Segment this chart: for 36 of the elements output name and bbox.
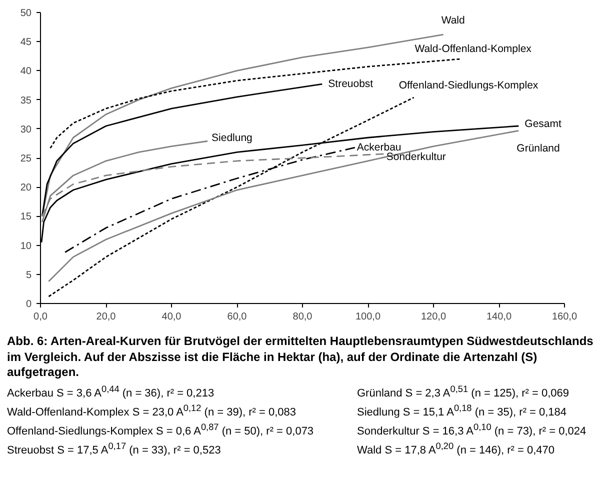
- x-tick-label: 60,0: [227, 312, 248, 322]
- x-tick-label: 140,0: [486, 312, 512, 322]
- text: Offenland-Siedlungs-Komplex S = 0,6 A$^{0,87}$ (n = 50), r² = 0,073: [7, 420, 315, 440]
- text: Abb. 6: Arten-Areal-Kurven für Brutvögel der ermittelten Hauptlebensraumtypen Südwestdeutschlands im Vergleich. Auf der Abszisse ist die Fläche in Hektar (ha), auf der Ordinate die Artenzahl (S) aufgetragen.: [7, 334, 594, 381]
- text: Wald-Offenland-Komplex S = 23,0 A$^{0,12}$ (n = 39), r² = 0,083: [7, 402, 298, 420]
- series-label: Gesamt: [524, 118, 562, 130]
- series-label: Offenland-Siedlungs-Komplex: [398, 79, 539, 92]
- series-label: Streuobst: [328, 78, 374, 90]
- x-tick-label: 100,0: [355, 312, 381, 322]
- y-tick-label: 10: [20, 240, 32, 252]
- x-tick-label: 20,0: [96, 312, 116, 322]
- x-tick-label: 0,0: [34, 312, 48, 322]
- x-tick-label: 160,0: [552, 312, 578, 322]
- series-label: Grünland: [516, 142, 560, 155]
- text: Ackerbau S = 3,6 A$^{0,44}$ (n = 36), r² = 0,213: [7, 382, 216, 402]
- x-tick-label: 120,0: [420, 312, 446, 322]
- y-tick-label: 0: [26, 299, 32, 310]
- x-tick-label: 80,0: [292, 312, 313, 322]
- y-tick-label: 15: [20, 212, 32, 223]
- y-tick-label: 45: [20, 37, 32, 48]
- series-label: Wald: [441, 14, 466, 27]
- y-tick-label: 25: [20, 154, 32, 164]
- text: Wald S = 17,8 A$^{0,20}$ (n = 146), r² = 0,470: [356, 440, 556, 458]
- text: Sonderkultur S = 16,3 A$^{0,10}$ (n = 73), r² = 0,024: [356, 420, 588, 440]
- series-label: Siedlung: [212, 132, 253, 144]
- text: Streuobst S = 17,5 A$^{0,17}$ (n = 33), r² = 0,523: [7, 440, 222, 458]
- y-tick-label: 20: [20, 182, 32, 194]
- text: Grünland S = 2,3 A$^{0,51}$ (n = 125), r² = 0,069: [356, 382, 570, 402]
- x-tick-label: 40,0: [162, 312, 182, 322]
- y-tick-label: 50: [20, 8, 32, 19]
- y-tick-label: 35: [20, 95, 32, 106]
- y-tick-label: 5: [26, 270, 32, 281]
- y-tick-label: 30: [20, 124, 32, 136]
- series-label: Wald-Offenland-Komplex: [414, 43, 532, 56]
- text: Siedlung S = 15,1 A$^{0,18}$ (n = 35), r² = 0,184: [356, 402, 568, 420]
- y-tick-label: 40: [20, 66, 32, 78]
